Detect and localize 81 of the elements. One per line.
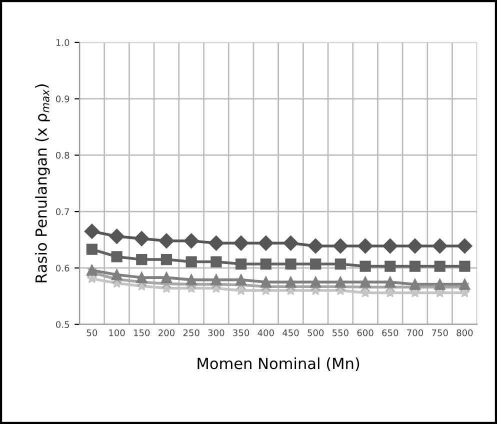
point [158, 233, 174, 248]
point [235, 274, 247, 286]
x-axis-title: Momen Nominal (Mn) [198, 357, 360, 372]
point [208, 236, 224, 251]
x-tick-label: 200 [158, 329, 175, 336]
point [186, 256, 197, 268]
point [260, 258, 272, 270]
x-tick-label: 100 [109, 329, 125, 336]
x-tick-label: 500 [308, 329, 324, 336]
point [384, 276, 396, 288]
point [384, 260, 396, 272]
x-tick-label: 650 [382, 329, 398, 336]
x-tick-label: 800 [456, 329, 473, 336]
point [84, 224, 100, 239]
point [86, 244, 98, 255]
point [409, 260, 421, 272]
point [360, 276, 371, 288]
point [358, 238, 373, 254]
y-tick-label: 0.8 [56, 152, 70, 159]
point [434, 260, 446, 272]
point [86, 264, 98, 276]
point [184, 233, 199, 248]
y-tick-label: 0.7 [56, 208, 70, 216]
y-tick-label: 0.9 [56, 96, 70, 102]
point [334, 258, 346, 270]
point [432, 238, 448, 254]
point [134, 231, 150, 246]
point [360, 287, 371, 298]
point [186, 274, 197, 286]
point [112, 274, 122, 284]
y-tick-label: 1.0 [56, 39, 70, 46]
point [136, 254, 148, 266]
point [285, 276, 296, 288]
y-axis-title: Rasio Penulangan (x ρ$_{max}$) [35, 84, 50, 282]
point [235, 258, 247, 270]
point [434, 278, 446, 290]
x-tick-label: 350 [233, 329, 250, 336]
point [258, 236, 274, 251]
point [109, 228, 124, 244]
point [310, 258, 322, 270]
point [310, 276, 322, 288]
point [360, 260, 371, 272]
x-tick-label: 50 [86, 329, 98, 336]
y-tick-label: 0.5 [56, 321, 70, 328]
x-tick-label: 750 [432, 329, 448, 336]
point [160, 254, 172, 266]
x-tick-label: 250 [183, 329, 200, 336]
point [160, 272, 172, 284]
point [111, 251, 122, 262]
x-tick-label: 300 [208, 329, 224, 336]
x-tick-label: 700 [407, 329, 424, 336]
x-tick-label: 550 [332, 329, 348, 336]
point [87, 268, 97, 278]
y-tick-label: 0.6 [56, 264, 70, 272]
point [210, 256, 222, 268]
point [111, 269, 122, 280]
point [434, 282, 445, 292]
point [409, 278, 421, 290]
x-tick-label: 400 [258, 329, 274, 336]
point [210, 274, 222, 286]
point [334, 276, 346, 288]
point [236, 280, 246, 290]
x-tick-label: 600 [357, 329, 374, 336]
point [382, 238, 398, 254]
point [308, 238, 324, 254]
x-tick-label: 450 [282, 329, 299, 336]
point [261, 282, 271, 292]
point [384, 287, 396, 298]
point [260, 276, 272, 288]
point [283, 236, 298, 251]
point [332, 238, 348, 254]
point [285, 258, 296, 270]
point [136, 277, 147, 287]
point [233, 236, 249, 251]
point [459, 260, 470, 272]
point [457, 238, 472, 254]
point [460, 282, 470, 292]
point [407, 238, 423, 254]
point [136, 272, 148, 284]
x-tick-label: 150 [134, 329, 150, 336]
point [459, 278, 470, 290]
